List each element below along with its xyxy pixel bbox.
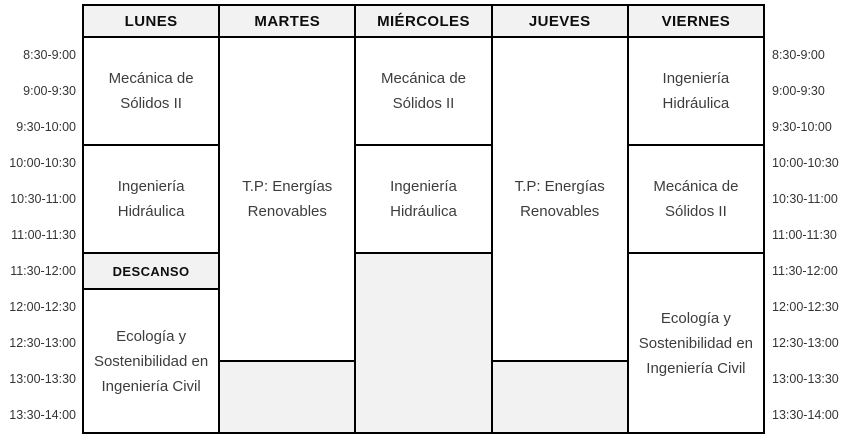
course-cell-jueves-tp-energias: T.P: Energías Renovables (491, 37, 628, 361)
course-cell-martes-tp-energias: T.P: Energías Renovables (219, 37, 356, 361)
time-label: 13:00-13:30 (9, 372, 76, 386)
course-cell-viernes-ing-hidraulica: Ingeniería Hidráulica (627, 37, 764, 145)
course-cell-lunes-ing-hidraulica: Ingeniería Hidráulica (83, 145, 220, 253)
course-cell-miercoles-mecanica-solidos: Mecánica de Sólidos II (355, 37, 492, 145)
time-label: 12:30-13:00 (772, 336, 839, 350)
day-header-lunes: LUNES (83, 5, 220, 37)
day-header-martes: MARTES (219, 5, 356, 37)
time-label: 13:00-13:30 (772, 372, 839, 386)
course-cell-lunes-ecologia: Ecología y Sostenibilidad en Ingeniería … (83, 289, 220, 433)
empty-slot-cell-miercoles (355, 253, 492, 433)
empty-slot-cell-martes (219, 361, 356, 433)
timetable-grid: LUNES MARTES MIÉRCOLES JUEVES VIERNES Me… (82, 4, 765, 434)
course-cell-viernes-ecologia: Ecología y Sostenibilidad en Ingeniería … (627, 253, 764, 433)
time-label: 11:00-11:30 (772, 228, 837, 242)
time-label: 9:30-10:00 (772, 120, 832, 134)
time-label: 13:30-14:00 (772, 408, 839, 422)
time-label: 8:30-9:00 (772, 48, 825, 62)
time-label: 10:00-10:30 (9, 156, 76, 170)
time-label: 12:00-12:30 (772, 300, 839, 314)
time-label: 12:30-13:00 (9, 336, 76, 350)
time-label: 12:00-12:30 (9, 300, 76, 314)
time-label: 10:30-11:00 (10, 192, 76, 206)
day-header-viernes: VIERNES (627, 5, 764, 37)
time-label: 13:30-14:00 (9, 408, 76, 422)
course-cell-viernes-mecanica-solidos: Mecánica de Sólidos II (627, 145, 764, 253)
time-column-right: 8:30-9:00 9:00-9:30 9:30-10:00 10:00-10:… (765, 37, 847, 434)
time-label: 8:30-9:00 (23, 48, 76, 62)
time-label: 9:00-9:30 (772, 84, 825, 98)
day-header-jueves: JUEVES (491, 5, 628, 37)
break-cell-lunes-descanso: DESCANSO (83, 253, 220, 289)
course-cell-lunes-mecanica-solidos: Mecánica de Sólidos II (83, 37, 220, 145)
time-label: 11:00-11:30 (11, 228, 76, 242)
time-label: 11:30-12:00 (772, 264, 838, 278)
time-label: 10:30-11:00 (772, 192, 838, 206)
empty-slot-cell-jueves (491, 361, 628, 433)
day-header-miercoles: MIÉRCOLES (355, 5, 492, 37)
course-cell-miercoles-ing-hidraulica: Ingeniería Hidráulica (355, 145, 492, 253)
time-column-left: 8:30-9:00 9:00-9:30 9:30-10:00 10:00-10:… (0, 37, 82, 434)
time-label: 9:00-9:30 (23, 84, 76, 98)
time-label: 11:30-12:00 (10, 264, 76, 278)
time-label: 9:30-10:00 (16, 120, 76, 134)
time-label: 10:00-10:30 (772, 156, 839, 170)
